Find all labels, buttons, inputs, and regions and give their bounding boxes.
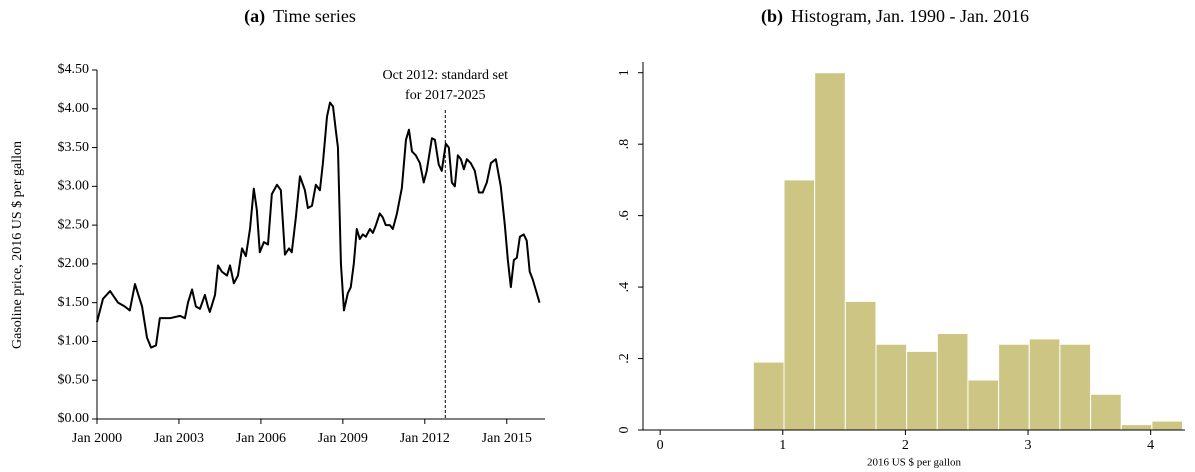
price-line bbox=[96, 101, 541, 349]
y-tick-label: $0.00 bbox=[58, 411, 90, 426]
y-tick-label: .8 bbox=[617, 139, 632, 150]
y-tick-label: .4 bbox=[617, 282, 632, 293]
histogram-bar bbox=[783, 179, 816, 431]
title-text: Histogram, Jan. 1990 - Jan. 2016 bbox=[791, 6, 1029, 26]
x-axis-label: 2016 US $ per gallon bbox=[867, 457, 962, 469]
x-tick-label: 2 bbox=[902, 438, 909, 453]
x-tick-label: Jan 2009 bbox=[318, 431, 368, 446]
histogram-bar bbox=[752, 361, 785, 431]
histogram-bar bbox=[906, 350, 938, 431]
x-tick-label: Jan 2006 bbox=[236, 431, 286, 446]
histogram-bar bbox=[1151, 420, 1184, 431]
x-tick-label: 1 bbox=[779, 438, 786, 453]
histogram-bar bbox=[814, 72, 846, 431]
annotation-text: for 2017-2025 bbox=[405, 88, 486, 103]
x-tick-label: Jan 2003 bbox=[154, 431, 204, 446]
y-tick-label: $0.50 bbox=[58, 372, 90, 387]
x-tick-label: 4 bbox=[1147, 438, 1154, 453]
y-tick-label: $2.00 bbox=[58, 256, 90, 271]
y-tick-label: $3.00 bbox=[58, 179, 90, 194]
y-tick-label: .6 bbox=[617, 210, 632, 221]
x-tick-label: 3 bbox=[1025, 438, 1032, 453]
panel-label: (a) bbox=[244, 6, 265, 27]
y-tick-label: 1 bbox=[617, 69, 632, 76]
y-tick-label: $3.50 bbox=[58, 140, 90, 155]
title-text: Time series bbox=[273, 6, 356, 26]
y-tick-label: $1.50 bbox=[58, 295, 90, 310]
y-axis-label: Gasoline price, 2016 US $ per gallon bbox=[10, 141, 25, 349]
histogram-bar bbox=[1028, 338, 1061, 431]
x-tick-label: Jan 2012 bbox=[400, 431, 450, 446]
y-tick-label: .2 bbox=[617, 353, 632, 364]
annotation-text: Oct 2012: standard set bbox=[382, 68, 508, 83]
x-tick-label: 0 bbox=[657, 438, 664, 453]
x-tick-label: Jan 2015 bbox=[482, 431, 532, 446]
panel-title: (a) Time series bbox=[244, 6, 356, 27]
x-tick-label: Jan 2000 bbox=[72, 431, 122, 446]
y-tick-label: $4.50 bbox=[58, 62, 90, 77]
histogram-bar bbox=[875, 343, 908, 431]
panel-title: (b) Histogram, Jan. 1990 - Jan. 2016 bbox=[761, 6, 1029, 27]
histogram-bar bbox=[1120, 424, 1153, 431]
histogram-bar bbox=[1090, 393, 1122, 431]
y-tick-label: 0 bbox=[617, 427, 632, 434]
histogram-bar bbox=[936, 333, 969, 431]
y-tick-label: $1.00 bbox=[58, 334, 90, 349]
y-tick-label: $4.00 bbox=[58, 101, 90, 116]
histogram-bar bbox=[967, 379, 1000, 431]
histogram-bar bbox=[844, 300, 877, 431]
panel-label: (b) bbox=[761, 6, 783, 27]
y-tick-label: $2.50 bbox=[58, 217, 90, 232]
histogram-bar bbox=[1059, 343, 1092, 431]
histogram-bar bbox=[998, 343, 1030, 431]
